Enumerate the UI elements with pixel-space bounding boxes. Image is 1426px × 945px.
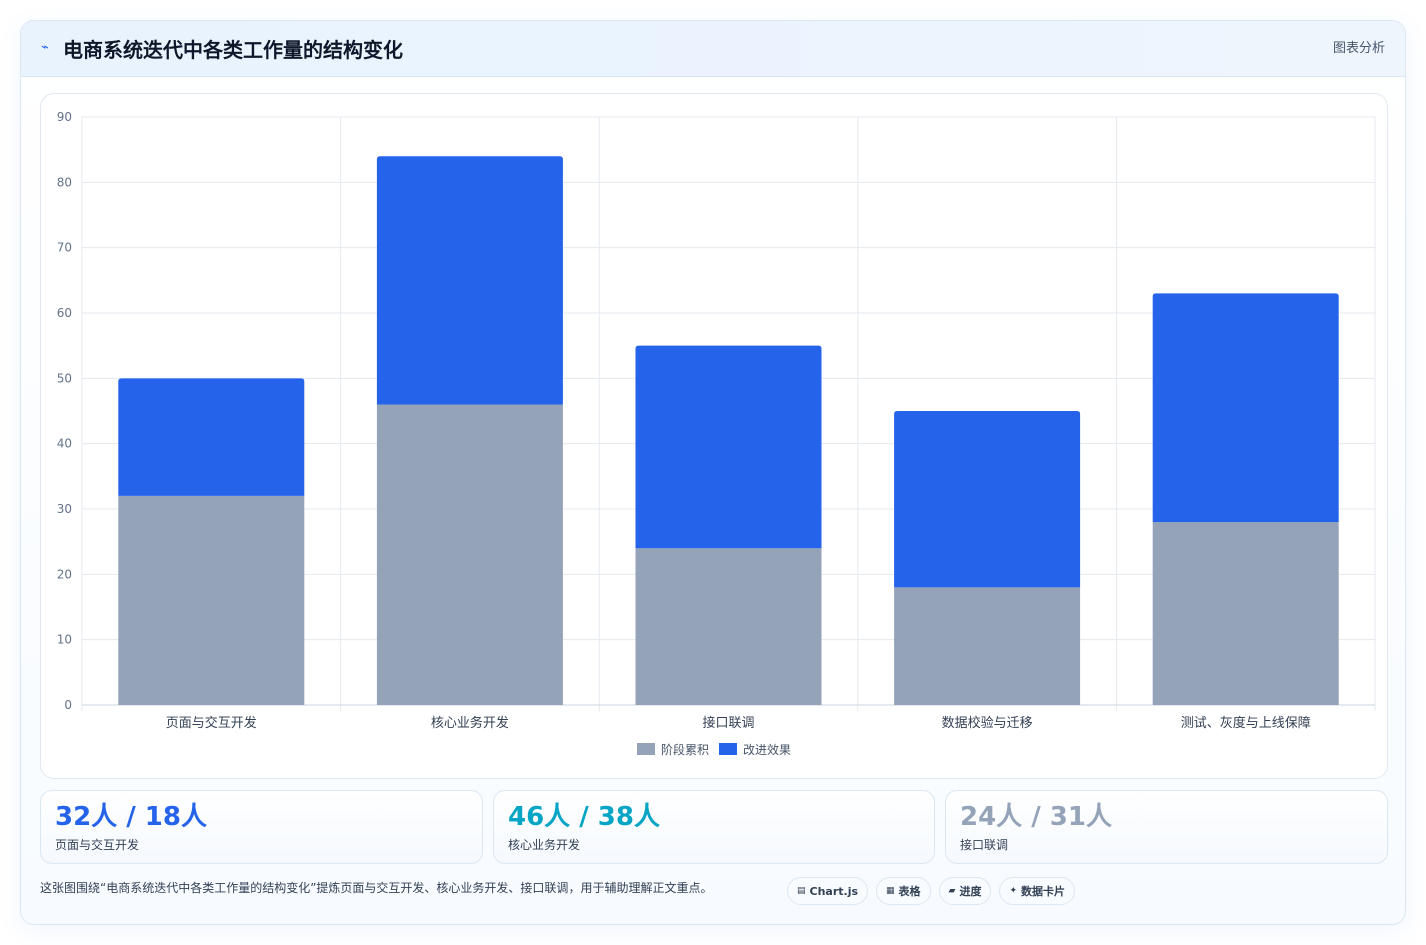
stat-label: 核心业务开发 [508,838,581,852]
stat-value: 46人 / 38人 [508,802,660,832]
pill-data-card[interactable]: ✦ 数据卡片 [999,877,1076,905]
progress-icon: ▰ [948,886,956,896]
sparkle-icon: ✦ [1009,886,1018,896]
tech-tags: ▤ Chart.js ▦ 表格 ▰ 进度 ✦ 数据卡片 [787,877,1076,905]
y-tick-label: 0 [64,698,72,712]
bar-segment [118,495,305,705]
spark-icon: ⌁ [41,40,49,55]
pill-label: Chart.js [809,884,859,898]
pill-label: 数据卡片 [1021,885,1066,898]
stat-card-3: 24人 / 31人 接口联调 [945,790,1388,864]
panel-header: ⌁ 电商系统迭代中各类工作量的结构变化 图表分析 [21,21,1405,77]
pill-table[interactable]: ▦ 表格 [876,877,931,905]
chart-card: 0 10 20 30 40 50 60 70 80 90 页面与交互开发 核心业务开发 接口联调 数据校验… [40,93,1388,779]
bar-segment [894,587,1081,705]
legend-swatch [636,743,655,755]
legend-item[interactable]: 改进效果 [719,741,791,758]
y-tick-label: 20 [57,567,72,581]
stat-label: 接口联调 [960,838,1009,852]
bar-segment [635,548,822,705]
y-tick-label: 40 [57,437,72,451]
x-tick-label: 核心业务开发 [431,715,509,731]
y-tick-label: 80 [57,175,72,189]
pill-progress[interactable]: ▰ 进度 [938,877,992,905]
x-tick-label: 页面与交互开发 [166,715,257,731]
bar-segment [635,345,822,549]
stacked-bar-chart: 0 10 20 30 40 50 60 70 80 90 页面与交互开发 核心业务开发 接口联调 数据校验… [57,110,1376,731]
legend-label: 改进效果 [743,742,792,757]
page-title: 电商系统迭代中各类工作量的结构变化 [63,38,403,62]
bar-segment [1152,522,1339,705]
y-tick-label: 30 [57,502,72,516]
bar-segment [118,378,305,496]
stat-card-1: 32人 / 18人 页面与交互开发 [40,790,483,864]
grid-icon: ▦ [886,886,895,896]
bar-segment [894,411,1081,588]
x-tick-label: 接口联调 [702,715,754,731]
y-tick-label: 50 [57,371,72,385]
chart-analysis-tag: 图表分析 [1332,41,1385,56]
bar-segment [376,156,563,405]
y-tick-label: 10 [57,633,72,647]
legend-swatch [719,743,737,755]
stat-label: 页面与交互开发 [55,838,140,852]
stat-card-2: 46人 / 38人 核心业务开发 [493,790,935,864]
stat-value: 32人 / 18人 [55,802,207,832]
y-tick-label: 90 [57,110,72,124]
bar-segment [376,404,563,705]
legend-label: 阶段累积 [660,742,709,757]
chart-panel: ⌁ 电商系统迭代中各类工作量的结构变化 图表分析 0 10 20 30 40 50 60 70… [20,20,1406,925]
x-tick-label: 数据校验与迁移 [942,715,1033,731]
y-tick-label: 60 [57,306,72,320]
pill-chartjs[interactable]: ▤ Chart.js [787,877,869,905]
y-tick-label: 70 [57,241,72,255]
bar-segment [1152,293,1339,523]
legend-item[interactable]: 阶段累积 [636,741,709,758]
x-tick-label: 测试、灰度与上线保障 [1181,715,1311,731]
pill-label: 进度 [959,885,982,898]
table-icon: ▤ [797,886,806,896]
stat-value: 24人 / 31人 [960,802,1112,832]
chart-legend: 阶段累积 改进效果 [41,739,1387,759]
chart-caption: 这张图围绕“电商系统迭代中各类工作量的结构变化”提炼页面与交互开发、核心业务开发… [40,881,713,895]
pill-label: 表格 [898,885,921,898]
